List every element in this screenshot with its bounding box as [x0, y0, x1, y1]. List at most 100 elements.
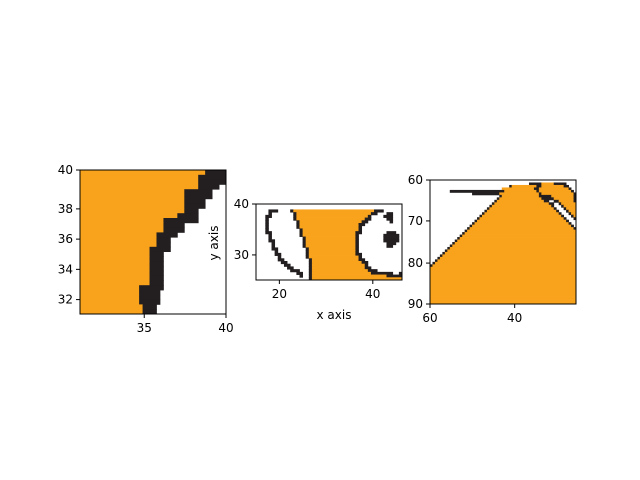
heatmap-cell — [361, 220, 369, 224]
heatmap-cell — [80, 218, 164, 224]
heatmap-cell — [469, 227, 574, 230]
heatmap-cell — [305, 255, 310, 259]
heatmap-cell — [355, 252, 363, 256]
heatmap-cell — [568, 187, 572, 191]
heatmap-cell — [566, 209, 569, 213]
heatmap-cell — [563, 204, 577, 208]
heatmap-cell — [486, 209, 557, 213]
y-tick-label: 38 — [58, 202, 73, 216]
heatmap-cell — [364, 217, 372, 221]
heatmap-cell — [163, 227, 185, 233]
heatmap-cell — [367, 269, 378, 273]
y-tick-label: 30 — [234, 248, 249, 262]
heatmap-cell — [80, 280, 150, 286]
heatmap-cell — [80, 232, 157, 238]
heatmap-cell — [290, 269, 300, 273]
heatmap-cell — [437, 259, 577, 263]
heatmap-cell — [509, 184, 513, 188]
heatmap-cell — [80, 246, 150, 252]
heatmap-cell — [80, 275, 150, 281]
heatmap-cell — [486, 207, 490, 211]
heatmap-cell — [430, 296, 577, 300]
heatmap-cell — [271, 242, 276, 246]
heatmap-cell — [311, 263, 366, 267]
heatmap-cell — [268, 209, 279, 213]
heatmap-cell — [311, 271, 372, 275]
heatmap-cell — [308, 266, 313, 270]
heatmap-cell — [568, 209, 577, 213]
heatmap-cell — [457, 237, 461, 240]
heatmap-cell — [80, 290, 140, 296]
heatmap-cell — [302, 228, 359, 232]
heatmap-cell — [293, 212, 297, 216]
heatmap-cell — [308, 250, 356, 254]
heatmap-cell — [538, 187, 569, 191]
heatmap-cell — [563, 217, 567, 221]
heatmap-cell — [571, 214, 574, 218]
heatmap-cell — [302, 236, 307, 240]
heatmap-cell — [430, 301, 577, 305]
panel-0: 35 40 32 34 36 38 40 — [58, 163, 234, 335]
heatmap-cell — [311, 274, 387, 278]
heatmap-cell — [543, 199, 550, 203]
heatmap-cell — [80, 198, 185, 204]
heatmap-cell — [80, 179, 199, 185]
heatmap-cell — [383, 236, 400, 240]
heatmap-cell — [386, 212, 394, 216]
heatmap-cell — [367, 214, 372, 218]
heatmap-cell — [474, 219, 478, 223]
heatmap-cell — [358, 225, 363, 229]
heatmap-cell — [80, 184, 199, 190]
heatmap-cell — [139, 285, 164, 291]
heatmap-cell — [533, 187, 540, 191]
heatmap-cell — [265, 228, 269, 232]
heatmap-cell — [553, 199, 560, 203]
heatmap-cell — [442, 254, 577, 258]
heatmap-cell — [462, 232, 466, 235]
heatmap-cell — [556, 209, 560, 213]
heatmap-cell — [280, 261, 288, 265]
heatmap-cell — [308, 247, 356, 251]
heatmap-cell — [358, 258, 366, 262]
heatmap-cell — [447, 249, 577, 253]
heatmap-cell — [302, 242, 307, 246]
heatmap-cell — [274, 250, 279, 254]
heatmap-cell — [430, 266, 577, 270]
heatmap-cell — [538, 189, 572, 193]
heatmap-cell — [364, 263, 369, 267]
heatmap-cell — [430, 289, 577, 292]
heatmap-cell — [149, 256, 164, 262]
heatmap-cell — [265, 214, 272, 218]
heatmap-cell — [308, 271, 313, 275]
heatmap-cell — [430, 291, 577, 295]
heatmap-cell — [139, 294, 161, 300]
x-tick-label: 40 — [507, 311, 522, 325]
heatmap-cell — [283, 263, 291, 267]
heatmap-cell — [149, 275, 164, 281]
heatmap-cell — [290, 209, 294, 213]
heatmap-cell — [205, 170, 227, 176]
heatmap-cell — [296, 220, 300, 224]
heatmap-cell — [389, 220, 394, 224]
heatmap-cell — [80, 174, 199, 180]
heatmap-cell — [432, 261, 436, 265]
heatmap-cell — [386, 274, 403, 278]
heatmap-cell — [430, 269, 577, 273]
heatmap-cell — [444, 249, 448, 253]
heatmap-cell — [184, 208, 199, 214]
panel-2: 60 40 60 70 80 90 — [408, 173, 577, 325]
heatmap-cell — [538, 194, 552, 198]
heatmap-cell — [452, 242, 456, 245]
heatmap-cell — [308, 258, 313, 262]
heatmap-cell — [430, 284, 577, 288]
heatmap-cell — [80, 222, 164, 228]
heatmap-cell — [355, 250, 359, 254]
heatmap-cell — [355, 233, 359, 237]
heatmap-cell — [274, 252, 282, 256]
heatmap-cell — [305, 244, 356, 248]
heatmap-cell — [499, 194, 503, 198]
heatmap-cell — [293, 214, 297, 218]
heatmap-cell — [299, 233, 303, 237]
heatmap-cell — [541, 192, 574, 196]
heatmap-cell — [494, 199, 498, 203]
